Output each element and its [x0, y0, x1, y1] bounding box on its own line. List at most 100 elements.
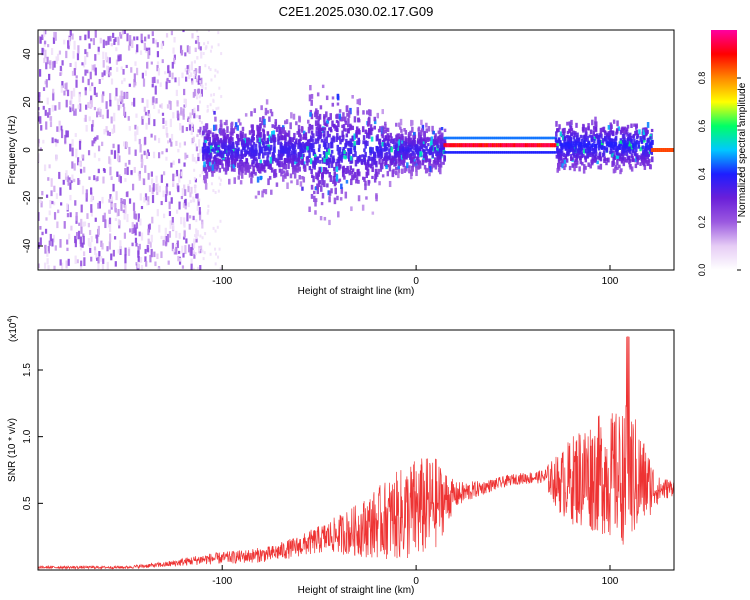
spectrogram-cell: [135, 113, 138, 118]
spectrogram-cell: [199, 245, 203, 250]
spectrogram-cell: [99, 37, 102, 44]
spectrogram-cell: [241, 154, 244, 160]
spectrogram-cell: [202, 52, 205, 56]
snr-x-label: Height of straight line (km): [298, 585, 415, 596]
spectrogram-cell: [247, 137, 251, 141]
spectrogram-cell: [398, 122, 401, 128]
spectrogram-cell: [310, 184, 314, 190]
spectrogram-cell: [568, 137, 572, 141]
spectrogram-cell: [39, 197, 42, 204]
spectrogram-cell: [222, 150, 226, 155]
spectrogram-cell: [144, 193, 148, 201]
spectrogram-cell: [116, 212, 119, 217]
spectrogram-cell: [78, 162, 81, 166]
spectrogram-cell: [424, 156, 428, 163]
spectrogram-cell: [135, 262, 138, 266]
spectrogram-cell: [69, 143, 72, 152]
spectrogram-cell: [361, 204, 365, 211]
spectrogram-cell: [458, 151, 463, 154]
spectrogram-cell: [613, 154, 616, 160]
spectrogram-cell: [329, 126, 333, 132]
spectrogram-cell: [570, 147, 573, 152]
spectrogram-cell: [146, 62, 149, 69]
spectrogram-cell: [597, 139, 601, 144]
spectrogram-cell: [489, 136, 494, 140]
spectrogram-cell: [122, 103, 125, 107]
spectrogram-cell: [291, 160, 294, 167]
spectrogram-cell: [99, 108, 102, 118]
spectrogram-cell: [77, 178, 80, 185]
spectrogram-cell: [181, 72, 184, 79]
spectrogram-cell: [106, 130, 110, 136]
spectrogram-cell: [411, 126, 414, 133]
spectrogram-cell: [629, 149, 632, 155]
spectrogram-cell: [575, 135, 579, 140]
spectrogram-cell: [341, 124, 344, 128]
spectrogram-cell: [206, 104, 209, 108]
spectrogram-cell: [309, 84, 312, 91]
spectrogram-cell: [627, 136, 630, 141]
spectrogram-cell: [290, 143, 294, 149]
spectrogram-cell: [441, 132, 444, 136]
spectrogram-cell: [327, 163, 331, 169]
spectrogram-cell: [307, 145, 311, 151]
spectrogram-cell: [146, 244, 149, 252]
spectrogram-cell: [124, 178, 127, 182]
spectrogram-cell: [173, 249, 176, 255]
spectrogram-cell: [196, 75, 199, 79]
spectrogram-cell: [584, 143, 588, 147]
spectrogram-cell: [119, 95, 122, 102]
spectrogram-cell: [243, 153, 247, 158]
colorbar-label: Normalized spectral amplitude: [737, 82, 748, 217]
spectrogram-cell: [388, 143, 391, 148]
spectrogram-cell: [43, 30, 46, 37]
spectrogram-cell: [217, 106, 220, 110]
spectrogram-cell: [603, 130, 607, 134]
spectrogram-cell: [598, 153, 601, 159]
spectrogram-cell: [519, 151, 523, 154]
spectrogram-cell: [301, 148, 305, 153]
spectrogram-cell: [122, 199, 126, 203]
spectrogram-cell: [425, 145, 428, 151]
spectrogram-cell: [322, 140, 326, 148]
spectrogram-cell: [59, 72, 62, 77]
spectrogram-cell: [394, 170, 398, 176]
spectrogram-cell: [609, 143, 612, 148]
spectrogram-cell: [316, 110, 319, 115]
spectrogram-cell: [198, 115, 201, 120]
spectrogram-cell: [542, 143, 546, 148]
spectrogram-cell: [602, 145, 606, 150]
colorbar-tick-label: 0.4: [697, 168, 707, 181]
spectrogram-cell: [291, 137, 294, 143]
spectrogram-cell: [94, 30, 97, 38]
spectrogram-cell: [423, 132, 426, 139]
spectrogram-cell: [342, 112, 345, 119]
spectrogram-cell: [45, 121, 48, 130]
spectrogram-cell: [576, 153, 580, 159]
spectrogram-cell: [177, 255, 180, 262]
spectrogram-cell: [109, 93, 112, 102]
spectrogram-cell: [79, 35, 82, 41]
spectrogram-cell: [71, 139, 74, 147]
spectrogram-cell: [211, 132, 215, 138]
spectrogram-cell: [620, 159, 624, 164]
spectrogram-cell: [198, 211, 202, 221]
spectrogram-cell: [420, 119, 423, 126]
spectrogram-cell: [49, 121, 53, 128]
spectrogram-cell: [137, 246, 140, 255]
spectrogram-cell: [457, 136, 461, 140]
spectrogram-cell: [634, 130, 637, 136]
spectrogram-cell: [169, 220, 172, 229]
spectrogram-cell: [440, 142, 443, 148]
spectrogram-cell: [377, 128, 381, 133]
spectrogram-cell: [611, 160, 615, 166]
spectrogram-cell: [571, 141, 574, 147]
spectrogram-cell: [627, 155, 630, 161]
spectrogram-cell: [403, 167, 407, 173]
spectrogram-cell: [179, 45, 183, 54]
spectrogram-cell: [613, 169, 617, 173]
spectrogram-cell: [323, 127, 327, 131]
spectrogram-cell: [136, 44, 139, 53]
spectrogram-cell: [199, 174, 202, 178]
spectrogram-cell: [556, 147, 559, 154]
